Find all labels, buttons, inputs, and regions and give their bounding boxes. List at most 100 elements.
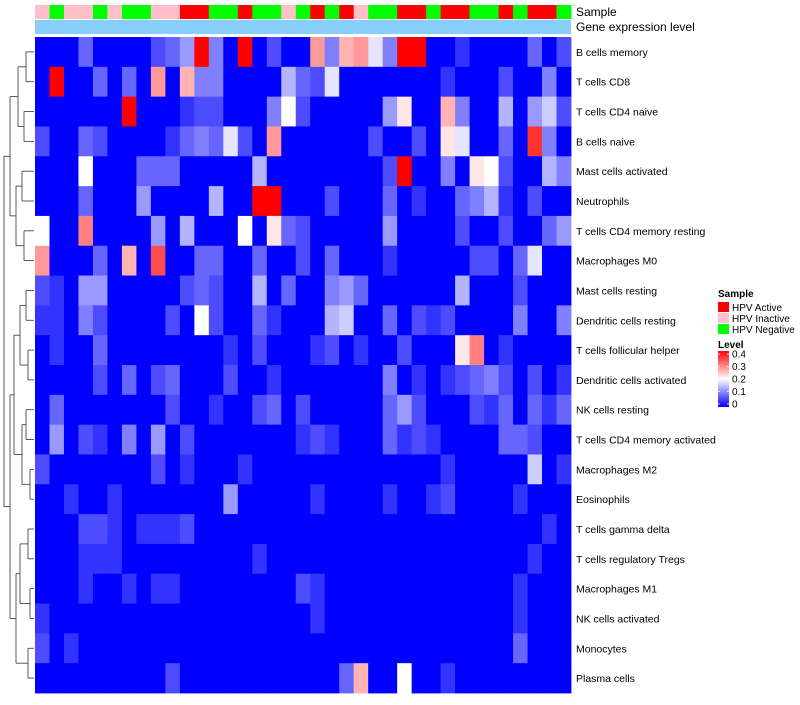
heatmap-cell — [469, 96, 485, 127]
row-label: Neutrophils — [576, 196, 629, 208]
heatmap-cell — [484, 66, 499, 98]
heatmap-cell — [35, 37, 50, 68]
heatmap-cell — [339, 96, 355, 127]
heatmap-cell — [107, 484, 123, 515]
heatmap-cell — [208, 484, 224, 515]
heatmap-cell — [556, 335, 572, 366]
heatmap-cell — [324, 424, 340, 455]
heatmap-cell — [295, 156, 311, 187]
heatmap-cell — [382, 96, 398, 127]
heatmap-cell — [513, 603, 528, 634]
heatmap-cell — [78, 603, 94, 634]
heatmap-cell — [49, 543, 65, 575]
level-tick-label: 0.3 — [732, 362, 746, 373]
heatmap-cell — [455, 215, 470, 247]
heatmap-cell — [426, 305, 442, 336]
heatmap-cell — [498, 126, 514, 157]
heatmap-cell — [310, 514, 326, 545]
heatmap-cell — [426, 484, 442, 515]
heatmap-cell — [397, 424, 413, 455]
heatmap-cell — [49, 454, 65, 485]
heatmap-cell — [92, 96, 108, 127]
heatmap-cell — [266, 603, 282, 634]
heatmap-cell — [513, 365, 528, 396]
heatmap-cell — [513, 215, 528, 247]
row-label: T cells CD4 naive — [576, 107, 658, 119]
heatmap-cell — [78, 96, 94, 127]
heatmap-cell — [527, 365, 543, 396]
heatmap-cell — [266, 156, 282, 187]
heatmap-cell — [426, 66, 442, 98]
heatmap-cell — [411, 126, 427, 157]
row-label: T cells CD4 memory activated — [576, 435, 716, 447]
heatmap-cell — [440, 484, 456, 515]
heatmap-cell — [121, 543, 137, 575]
heatmap-cell — [208, 424, 224, 455]
sample-annotation-cell — [469, 5, 485, 19]
heatmap-cell — [281, 275, 297, 306]
sample-annotation-cell — [121, 5, 137, 19]
heatmap-cell — [556, 37, 572, 68]
heatmap-cell — [455, 186, 470, 217]
heatmap-cell — [92, 365, 108, 396]
heatmap-cell — [92, 424, 108, 455]
heatmap-cell — [78, 305, 94, 336]
heatmap-cell — [484, 126, 499, 157]
heatmap-cell — [179, 186, 195, 217]
heatmap-cell — [179, 275, 195, 306]
heatmap-cell — [382, 663, 398, 694]
heatmap-cell — [252, 37, 268, 68]
heatmap-cell — [368, 186, 384, 217]
row-label: B cells naive — [576, 136, 635, 148]
heatmap-cell — [498, 365, 514, 396]
heatmap-cell — [295, 245, 311, 276]
heatmap-cell — [324, 215, 340, 247]
heatmap-cell — [324, 573, 340, 604]
heatmap-cell — [484, 633, 499, 664]
heatmap-cell — [194, 215, 210, 247]
heatmap-cell — [484, 424, 499, 455]
heatmap-cell — [35, 275, 50, 306]
heatmap-cell — [440, 186, 456, 217]
heatmap-cell — [208, 275, 224, 306]
heatmap-cell — [194, 156, 210, 187]
heatmap-cell — [281, 126, 297, 157]
heatmap-cell — [397, 305, 413, 336]
heatmap-cell — [324, 454, 340, 485]
heatmap-cell — [35, 663, 50, 694]
heatmap-cell — [382, 215, 398, 247]
heatmap-cell — [556, 484, 572, 515]
heatmap-cell — [266, 633, 282, 664]
heatmap-cell — [281, 454, 297, 485]
heatmap-cell — [324, 365, 340, 396]
heatmap-cell — [223, 603, 239, 634]
heatmap-cell — [150, 543, 166, 575]
heatmap-cell — [397, 96, 413, 127]
heatmap-cell — [368, 394, 384, 426]
heatmap-cell — [368, 573, 384, 604]
heatmap-cell — [295, 305, 311, 336]
sample-annotation-cell — [281, 5, 297, 19]
heatmap-cell — [208, 335, 224, 366]
heatmap-cell — [92, 573, 108, 604]
heatmap-cell — [150, 66, 166, 98]
heatmap-cell — [78, 454, 94, 485]
heatmap-cell — [63, 514, 79, 545]
heatmap-cell — [266, 424, 282, 455]
heatmap-cell — [223, 66, 239, 98]
heatmap-cell — [513, 126, 528, 157]
heatmap-cells — [35, 37, 572, 694]
heatmap-cell — [498, 514, 514, 545]
heatmap-cell — [179, 484, 195, 515]
heatmap-cell — [339, 215, 355, 247]
heatmap-cell — [339, 245, 355, 276]
heatmap-cell — [542, 96, 557, 127]
heatmap-cell — [382, 424, 398, 455]
heatmap-cell — [266, 37, 282, 68]
heatmap-cell — [35, 186, 50, 217]
heatmap-cell — [542, 603, 557, 634]
heatmap-cell — [208, 215, 224, 247]
heatmap-cell — [150, 245, 166, 276]
heatmap-cell — [237, 156, 253, 187]
heatmap-cell — [63, 126, 79, 157]
